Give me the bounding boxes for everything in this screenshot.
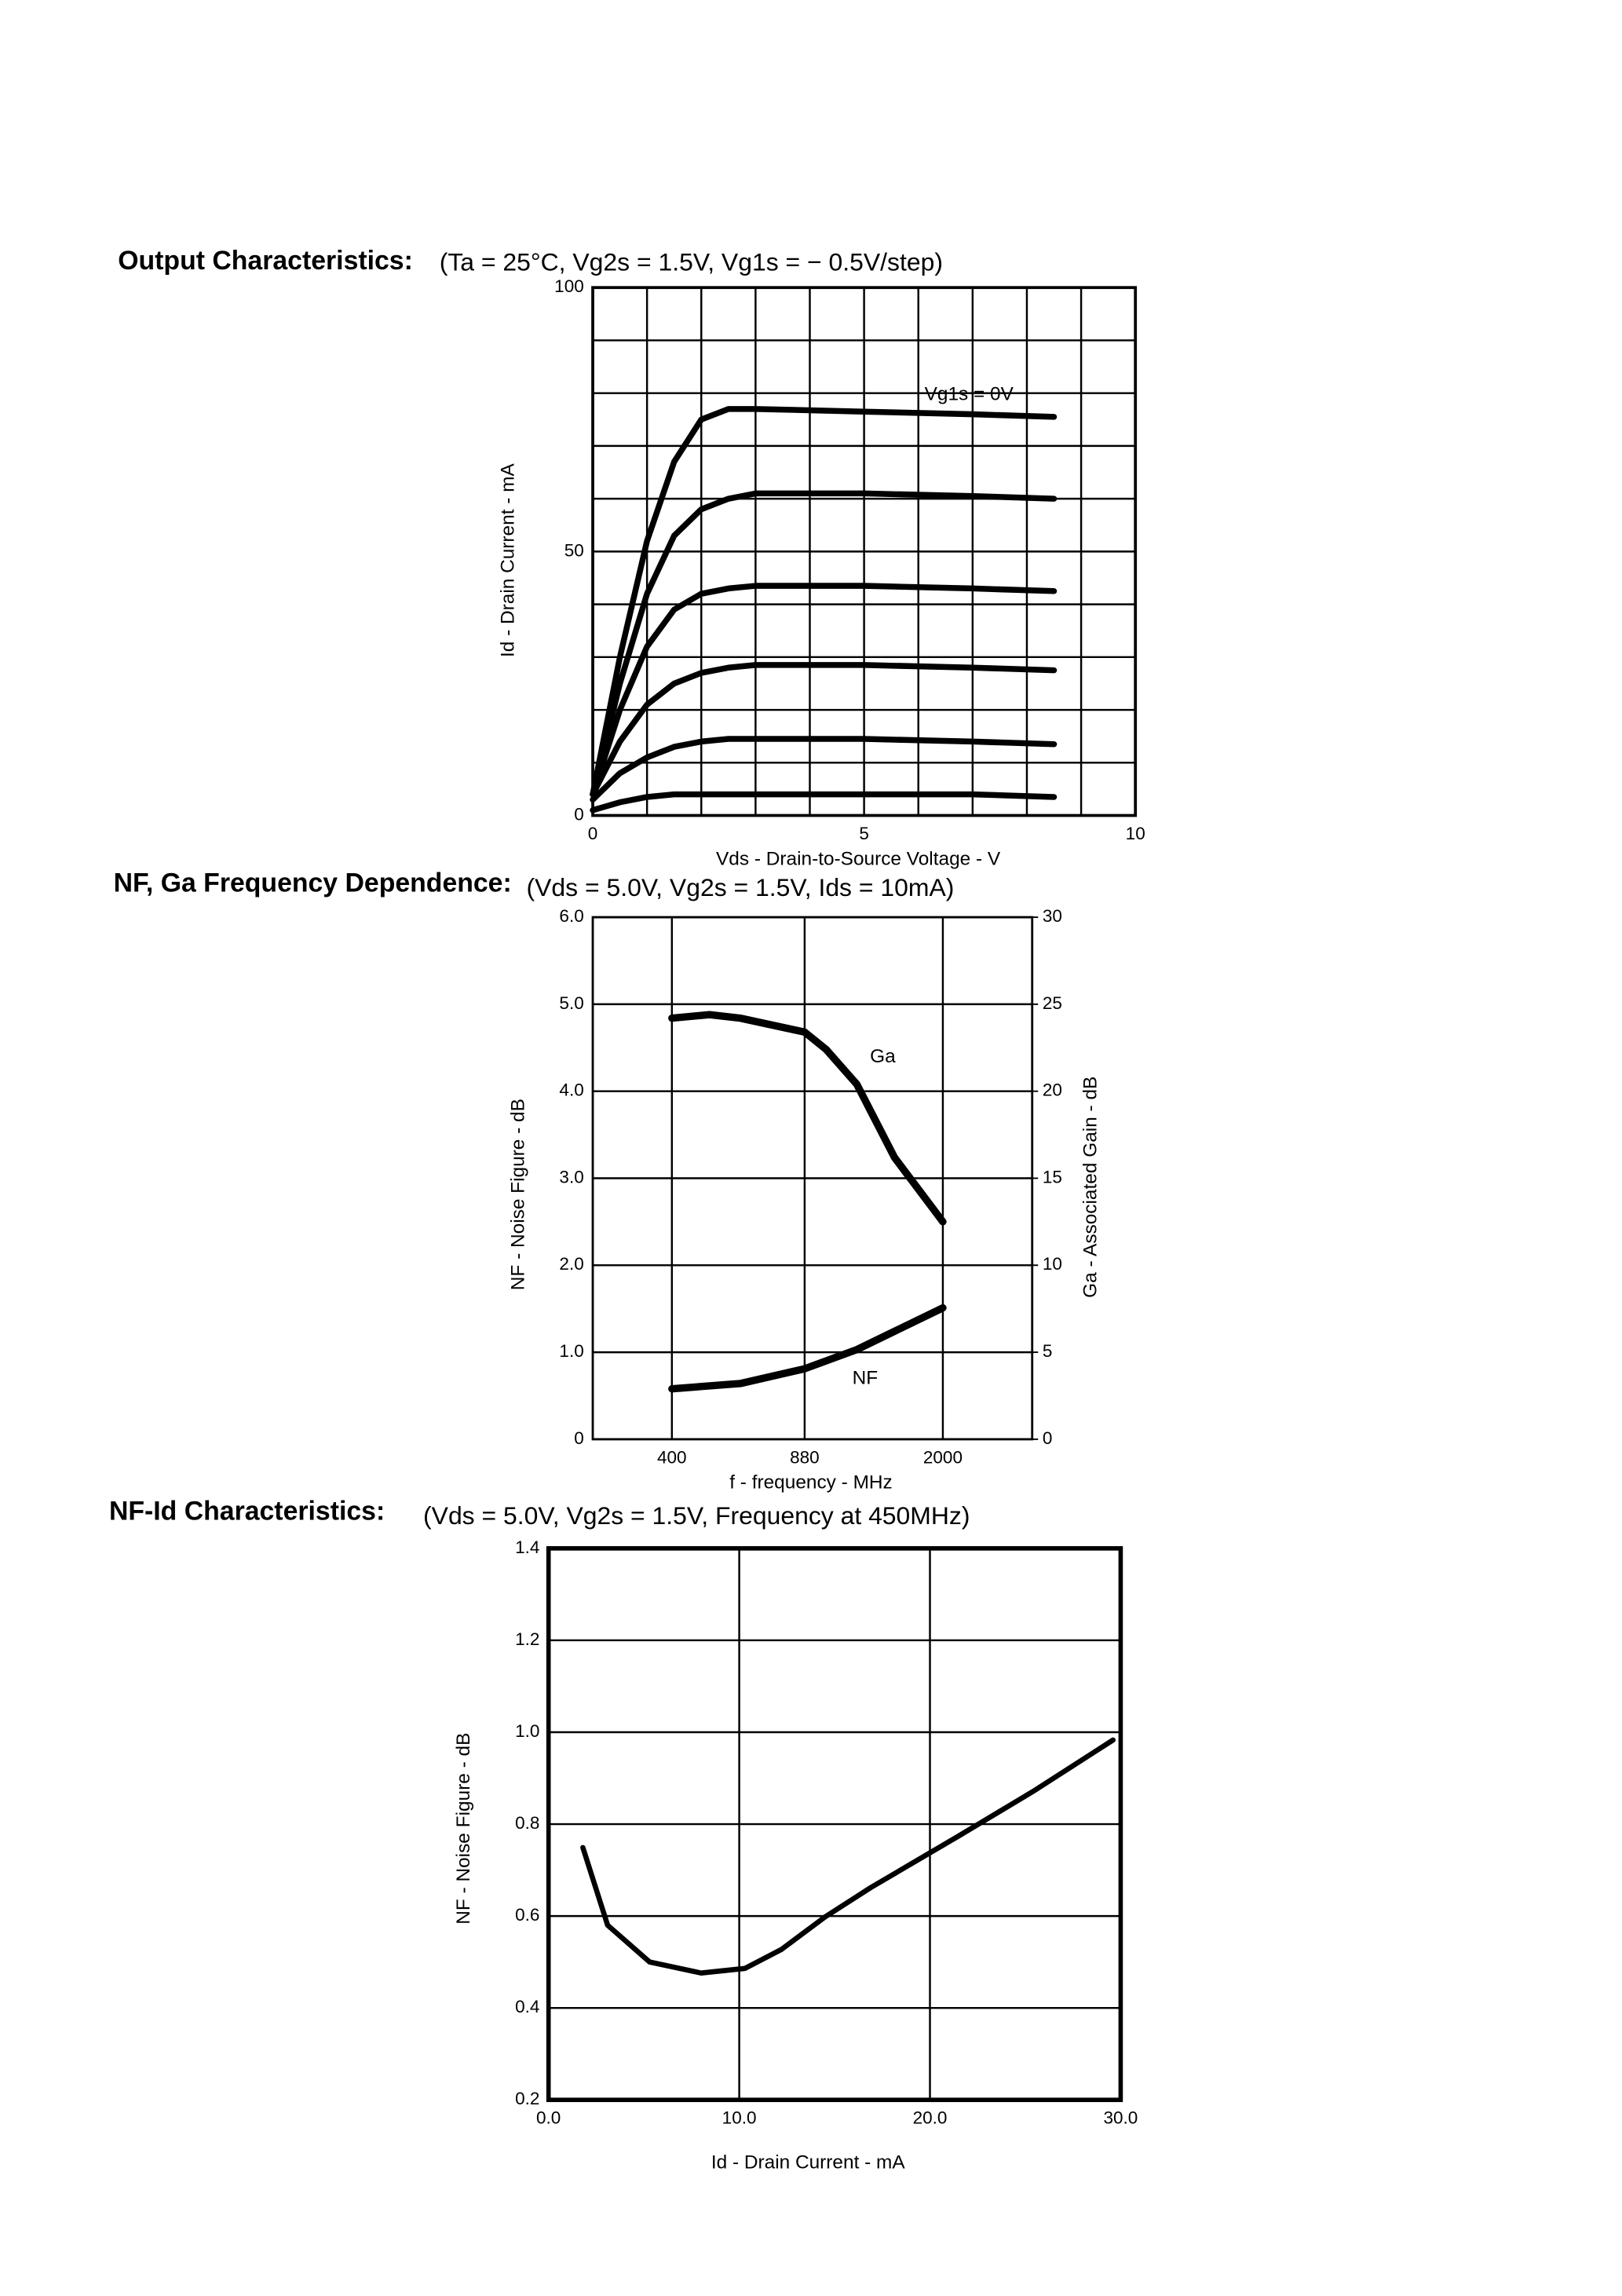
- x-tick-label: 0.0: [536, 2108, 561, 2128]
- chart-title: NF-Id Characteristics:: [109, 1497, 385, 1526]
- x-tick-label: 10.0: [722, 2108, 757, 2128]
- chart-subtitle: (Vds = 5.0V, Vg2s = 1.5V, Frequency at 4…: [423, 1501, 970, 1530]
- plot-frame: [546, 1546, 1123, 2103]
- chart-subtitle: (Vds = 5.0V, Vg2s = 1.5V, Ids = 10mA): [527, 873, 955, 901]
- y-tick-label: 0.4: [515, 1997, 539, 2016]
- y-axis-label: NF - Noise Figure - dB: [453, 1733, 474, 1925]
- data-line: [590, 406, 1058, 798]
- y-tick-label: 0.6: [515, 1905, 539, 1925]
- annotation: Vg1s = 0V: [925, 384, 1014, 405]
- y-tick-label: 0.2: [515, 2089, 539, 2108]
- y2-tick-label: 5: [1043, 1341, 1053, 1361]
- y2-tick-label: 30: [1043, 906, 1062, 926]
- y-axis-label: Id - Drain Current - mA: [497, 463, 518, 658]
- x-tick-label: 10: [1126, 824, 1145, 843]
- x-tick-label: 5: [859, 824, 869, 843]
- y-tick-label: 5.0: [559, 993, 583, 1013]
- y2-axis-label: Ga - Associated Gain - dB: [1080, 1077, 1101, 1298]
- chart-subtitle: (Ta = 25°C, Vg2s = 1.5V, Vg1s = − 0.5V/s…: [440, 248, 943, 276]
- y-tick-label: 0.8: [515, 1813, 539, 1833]
- data-line: [590, 662, 1058, 798]
- x-tick-label: 880: [790, 1447, 820, 1467]
- data-line: [668, 1303, 947, 1393]
- x-tick-label: 0: [588, 824, 598, 843]
- data-line: [590, 490, 1058, 798]
- data-line: [580, 1737, 1116, 1976]
- y-tick-label: 0: [574, 804, 584, 824]
- y-tick-label: 1.2: [515, 1629, 539, 1649]
- y-tick-label: 1.0: [515, 1721, 539, 1741]
- data-line: [590, 583, 1058, 798]
- x-tick-label: 20.0: [913, 2108, 948, 2128]
- y2-tick-label: 25: [1043, 993, 1062, 1013]
- y-tick-label: 3.0: [559, 1167, 583, 1186]
- y-tick-label: 1.0: [559, 1341, 583, 1361]
- y-tick-label: 0: [574, 1428, 584, 1448]
- x-tick-label: 2000: [923, 1447, 963, 1467]
- chart-title: Output Characteristics:: [118, 246, 413, 276]
- x-axis-label: Vds - Drain-to-Source Voltage - V: [716, 848, 1001, 869]
- x-axis-label: f - frequency - MHz: [729, 1472, 893, 1493]
- y2-tick-label: 10: [1043, 1254, 1062, 1274]
- y-tick-label: 100: [554, 276, 584, 296]
- chart-title: NF, Ga Frequency Dependence:: [114, 868, 512, 898]
- y2-tick-label: 15: [1043, 1167, 1062, 1186]
- x-axis-label: Id - Drain Current - mA: [711, 2152, 906, 2173]
- data-line: [590, 791, 1058, 813]
- annotation: NF: [853, 1367, 879, 1388]
- y-tick-label: 6.0: [559, 906, 583, 926]
- y-axis-label: NF - Noise Figure - dB: [508, 1099, 529, 1290]
- data-line: [668, 1011, 947, 1226]
- data-line: [590, 736, 1058, 803]
- plot-frame: [591, 286, 1138, 817]
- annotation: Ga: [870, 1046, 896, 1067]
- y-tick-label: 50: [564, 540, 584, 560]
- y2-tick-label: 0: [1043, 1428, 1053, 1448]
- x-tick-label: 400: [657, 1447, 687, 1467]
- y-tick-label: 2.0: [559, 1254, 583, 1274]
- x-tick-label: 30.0: [1104, 2108, 1138, 2128]
- y-tick-label: 4.0: [559, 1080, 583, 1100]
- y2-tick-label: 20: [1043, 1080, 1062, 1100]
- y-tick-label: 1.4: [515, 1537, 539, 1557]
